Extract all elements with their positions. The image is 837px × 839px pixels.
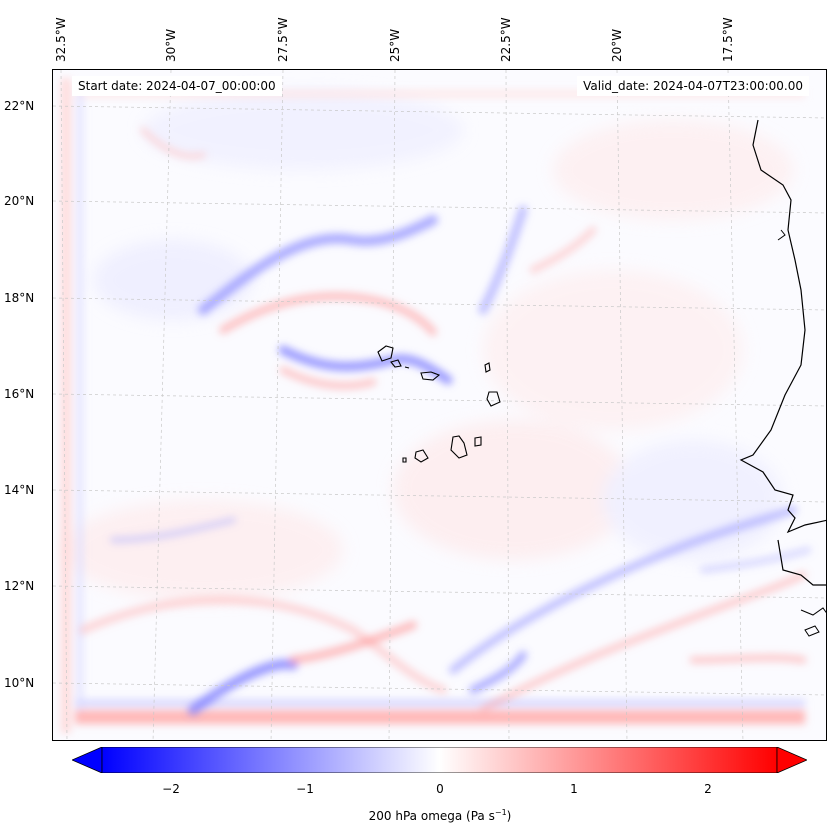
colorbar-tick-minus-1: −1 [296, 782, 314, 796]
colorbar-tick-0: 0 [436, 782, 444, 796]
map-panel [52, 69, 827, 741]
colorbar-label: 200 hPa omega (Pa s−1) [368, 808, 512, 823]
lon-label-20w: 20°W [610, 28, 624, 62]
lon-label-32-5w: 32.5°W [54, 17, 68, 62]
africa-coastline [739, 119, 826, 534]
lat-label-14n: 14°N [4, 483, 35, 497]
valid-date-label: Valid_date: 2024-04-07T23:00:00.00 [577, 76, 809, 96]
start-date-label: Start date: 2024-04-07_00:00:00 [72, 76, 282, 96]
lat-label-20n: 20°N [4, 194, 35, 208]
lat-label-16n: 16°N [4, 387, 35, 401]
colorbar-variable: 200 hPa omega [368, 809, 463, 823]
lon-label-25w: 25°W [388, 28, 402, 62]
colorbar-tick-1: 1 [570, 782, 578, 796]
lon-label-22-5w: 22.5°W [499, 17, 513, 62]
colorbar-tick-2: 2 [704, 782, 712, 796]
colorbar-max-extend [776, 747, 807, 773]
lat-label-18n: 18°N [4, 291, 35, 305]
lon-label-17-5w: 17.5°W [721, 17, 735, 62]
colorbar-tick-minus-2: −2 [162, 782, 180, 796]
colorbar-units-exponent: −1 [494, 808, 507, 817]
lat-label-10n: 10°N [4, 676, 35, 690]
lon-label-30w: 30°W [164, 28, 178, 62]
colorbar-units: Pa s [470, 809, 495, 823]
omega-field [53, 70, 826, 740]
island-santo-antao [377, 345, 394, 362]
colorbar-min-extend [72, 747, 103, 773]
lon-label-27-5w: 27.5°W [276, 17, 290, 62]
lat-label-22n: 22°N [4, 99, 35, 113]
colorbar [72, 747, 807, 773]
lat-label-12n: 12°N [4, 579, 35, 593]
